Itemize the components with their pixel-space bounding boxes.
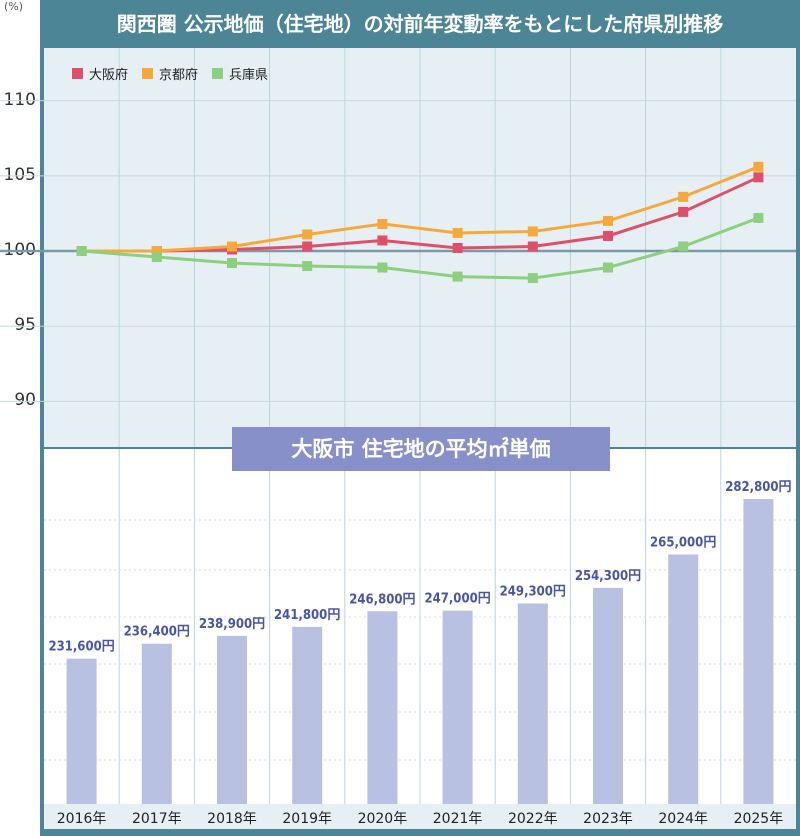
bar — [66, 658, 97, 804]
bar — [442, 610, 473, 804]
series-point-2 — [527, 273, 538, 284]
series-point-2 — [753, 212, 764, 223]
series-point-1 — [603, 215, 613, 226]
legend-item-2: 兵庫県 — [212, 64, 268, 83]
x-tick-label: 2023年 — [583, 811, 633, 827]
bar-chart-title: 大阪市 住宅地の平均㎡単価 — [232, 427, 610, 471]
legend-label: 大阪府 — [89, 68, 129, 83]
legend-item-0: 大阪府 — [72, 64, 128, 83]
bar-value-label: 282,800円 — [725, 480, 791, 495]
bar — [668, 554, 699, 804]
series-line-1 — [81, 165, 759, 253]
bar — [217, 635, 247, 804]
bar — [517, 603, 548, 804]
series-point-1 — [377, 218, 388, 229]
x-tick-label: 2025年 — [734, 811, 784, 827]
bar — [292, 626, 323, 804]
series-point-2 — [302, 261, 313, 272]
series-point-1 — [151, 246, 162, 257]
series-point-0 — [603, 230, 613, 241]
bar-value-label: 249,300円 — [500, 584, 566, 599]
series-point-2 — [452, 271, 463, 282]
bar — [593, 587, 623, 804]
series-point-0 — [678, 206, 689, 217]
x-tick-label: 2018年 — [207, 811, 257, 827]
series-point-1 — [302, 229, 313, 240]
series-point-2 — [678, 241, 689, 252]
series-line-0 — [81, 175, 760, 253]
chart-title: 関西圏 公示地価（住宅地）の対前年変動率をもとにした府県別推移 — [40, 0, 800, 48]
series-line-2 — [81, 216, 759, 280]
x-tick-label: 2020年 — [358, 811, 408, 827]
series-point-1 — [678, 191, 689, 202]
series-point-2 — [377, 262, 388, 273]
x-axis-strip — [44, 804, 796, 829]
series-point-2 — [76, 246, 87, 257]
legend-swatch — [142, 68, 154, 79]
x-tick-label: 2024年 — [658, 811, 708, 827]
x-tick-label: 2019年 — [282, 811, 332, 827]
bar-value-label: 246,800円 — [349, 592, 415, 607]
series-point-0 — [377, 235, 388, 246]
bottom-border — [40, 829, 800, 836]
legend-swatch — [212, 68, 224, 79]
series-point-0 — [527, 241, 538, 252]
series-point-2 — [603, 262, 613, 273]
x-tick-label: 2016年 — [57, 811, 107, 827]
bar-value-label: 241,800円 — [274, 608, 340, 623]
bar — [367, 611, 398, 804]
bar-value-label: 231,600円 — [48, 640, 114, 655]
series-point-0 — [452, 243, 463, 253]
series-point-1 — [227, 241, 237, 252]
bar — [743, 499, 774, 804]
x-tick-label: 2022年 — [508, 811, 558, 827]
legend-swatch — [72, 68, 83, 79]
series-point-0 — [302, 241, 313, 252]
bar — [141, 643, 172, 804]
legend-label: 兵庫県 — [229, 68, 269, 83]
x-tick-label: 2017年 — [132, 811, 182, 827]
series-point-2 — [151, 252, 162, 263]
y-tick-label: 95 — [14, 315, 36, 336]
bar-value-label: 247,000円 — [424, 592, 490, 607]
x-tick-label: 2021年 — [433, 811, 483, 827]
bar-value-label: 238,900円 — [199, 617, 265, 632]
left-border — [40, 48, 44, 836]
series-point-2 — [227, 258, 237, 269]
legend-label: 京都府 — [159, 68, 199, 83]
y-tick-label: 110 — [3, 89, 36, 110]
bar-value-label: 254,300円 — [575, 569, 641, 584]
y-unit-label: (%) — [4, 0, 24, 13]
right-border — [796, 48, 800, 836]
bar-value-label: 236,400円 — [124, 625, 190, 640]
y-tick-label: 105 — [3, 164, 36, 185]
bar-value-label: 265,000円 — [650, 536, 716, 551]
chart-legend: 大阪府 京都府 兵庫県 — [72, 64, 268, 83]
series-point-0 — [753, 172, 764, 183]
series-point-1 — [753, 161, 764, 172]
y-tick-label: 90 — [14, 390, 36, 411]
legend-item-1: 京都府 — [142, 64, 198, 83]
series-point-1 — [527, 226, 538, 237]
series-point-1 — [452, 227, 463, 238]
